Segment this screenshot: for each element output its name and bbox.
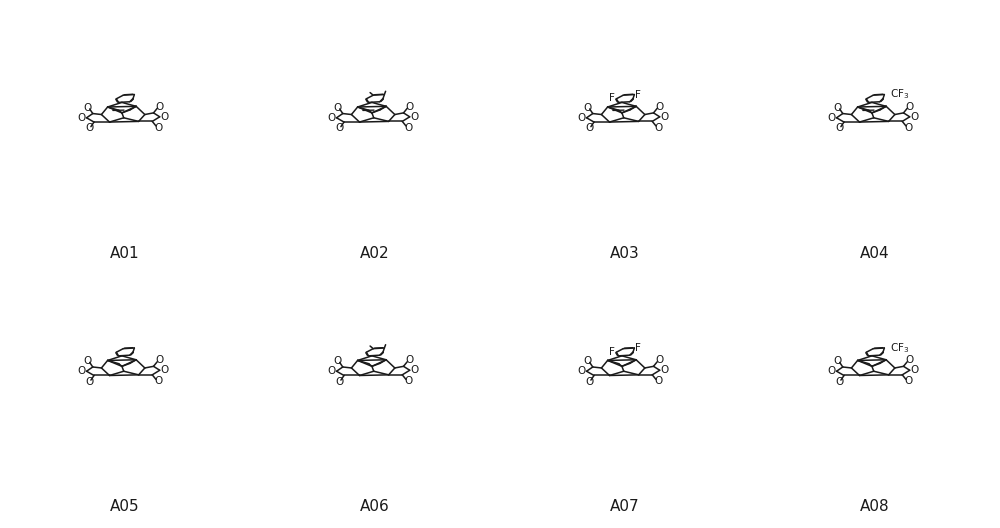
Text: A01: A01 — [110, 246, 140, 261]
Text: A08: A08 — [860, 499, 890, 514]
Text: CF$_3$: CF$_3$ — [890, 341, 909, 355]
Text: O: O — [656, 102, 664, 112]
Text: A06: A06 — [360, 499, 390, 514]
Text: O: O — [404, 376, 413, 386]
Text: O: O — [577, 366, 586, 376]
Text: O: O — [406, 355, 414, 365]
Text: A03: A03 — [610, 246, 640, 261]
Text: F: F — [635, 90, 641, 100]
Text: O: O — [661, 365, 669, 375]
Text: O: O — [661, 112, 669, 122]
Text: O: O — [827, 113, 836, 123]
Text: O: O — [154, 122, 163, 133]
Text: O: O — [83, 356, 91, 366]
Text: O: O — [327, 113, 336, 123]
Text: O: O — [911, 112, 919, 122]
Text: O: O — [654, 376, 663, 386]
Text: O: O — [333, 356, 341, 366]
Text: O: O — [83, 102, 91, 112]
Text: O: O — [161, 112, 169, 122]
Text: O: O — [906, 355, 914, 365]
Text: O: O — [335, 123, 343, 133]
Text: O: O — [77, 113, 86, 123]
Text: O: O — [904, 122, 913, 133]
Text: O: O — [85, 123, 93, 133]
Text: O: O — [835, 376, 843, 386]
Text: O: O — [827, 366, 836, 376]
Text: O: O — [77, 366, 86, 376]
Text: O: O — [835, 123, 843, 133]
Text: O: O — [583, 102, 591, 112]
Text: F: F — [635, 343, 641, 353]
Text: O: O — [911, 365, 919, 375]
Text: F: F — [609, 93, 615, 103]
Text: O: O — [904, 376, 913, 386]
Text: O: O — [654, 122, 663, 133]
Text: O: O — [411, 112, 419, 122]
Text: O: O — [154, 376, 163, 386]
Text: A07: A07 — [610, 499, 640, 514]
Text: O: O — [585, 376, 593, 386]
Text: CF$_3$: CF$_3$ — [890, 88, 909, 101]
Text: A04: A04 — [860, 246, 890, 261]
Text: O: O — [156, 355, 164, 365]
Text: A05: A05 — [110, 499, 140, 514]
Text: O: O — [583, 356, 591, 366]
Text: O: O — [161, 365, 169, 375]
Text: O: O — [404, 122, 413, 133]
Text: O: O — [327, 366, 336, 376]
Text: O: O — [656, 355, 664, 365]
Text: O: O — [833, 102, 841, 112]
Text: O: O — [335, 376, 343, 386]
Text: O: O — [585, 123, 593, 133]
Text: O: O — [333, 102, 341, 112]
Text: F: F — [609, 346, 615, 356]
Text: O: O — [833, 356, 841, 366]
Text: O: O — [156, 102, 164, 112]
Text: O: O — [406, 102, 414, 112]
Text: A02: A02 — [360, 246, 390, 261]
Text: O: O — [85, 376, 93, 386]
Text: O: O — [577, 113, 586, 123]
Text: O: O — [906, 102, 914, 112]
Text: O: O — [411, 365, 419, 375]
